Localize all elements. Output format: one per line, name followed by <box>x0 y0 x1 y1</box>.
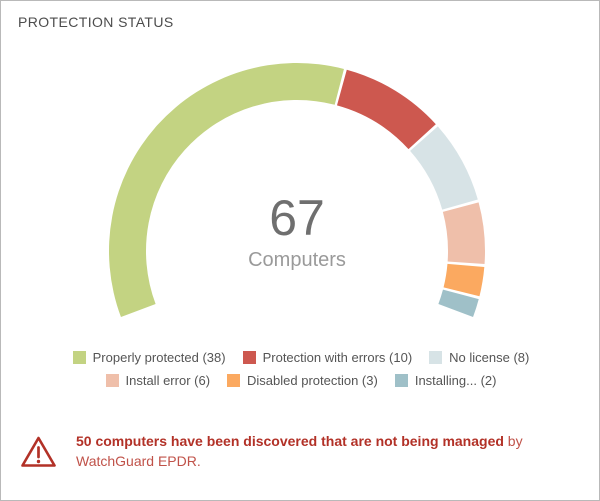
legend-swatch-disabled-protection <box>227 374 241 387</box>
warning-message[interactable]: 50 computers have been discovered that a… <box>76 432 588 471</box>
legend-item-install-error[interactable]: Install error (6) <box>105 373 211 388</box>
warning-message-bold: 50 computers have been discovered that a… <box>76 433 504 449</box>
warning-triangle-icon <box>21 436 56 467</box>
legend-swatch-properly-protected <box>72 351 86 364</box>
legend-label-install-error: Install error (6) <box>125 373 211 388</box>
legend-label-properly-protected: Properly protected (38) <box>92 350 226 365</box>
gauge-segment-no-license[interactable] <box>410 126 478 210</box>
legend-item-properly-protected[interactable]: Properly protected (38) <box>72 350 226 365</box>
gauge-segment-protection-with-errors[interactable] <box>337 69 436 150</box>
legend-item-protection-with-errors[interactable]: Protection with errors (10) <box>242 350 413 365</box>
gauge-segment-properly-protected[interactable] <box>108 63 344 317</box>
legend-item-installing[interactable]: Installing... (2) <box>394 373 497 388</box>
gauge-svg <box>108 63 486 317</box>
legend-swatch-installing <box>394 374 408 387</box>
gauge-segment-disabled-protection[interactable] <box>443 263 485 297</box>
warning-message-tail: by <box>507 433 523 449</box>
legend-label-installing: Installing... (2) <box>414 373 497 388</box>
warning-message-line2: WatchGuard EPDR. <box>76 452 201 469</box>
widget-title: PROTECTION STATUS <box>18 14 174 30</box>
legend-item-no-license[interactable]: No license (8) <box>429 350 529 365</box>
warning-exclamation-dot <box>36 459 41 464</box>
gauge-segment-installing[interactable] <box>438 289 479 317</box>
legend-swatch-install-error <box>105 374 119 387</box>
gauge-segment-install-error[interactable] <box>442 202 486 265</box>
legend-item-disabled-protection[interactable]: Disabled protection (3) <box>227 373 378 388</box>
legend-swatch-no-license <box>429 351 443 364</box>
legend-label-protection-with-errors: Protection with errors (10) <box>262 350 413 365</box>
legend-label-no-license: No license (8) <box>449 350 530 365</box>
legend-swatch-protection-with-errors <box>242 351 256 364</box>
gauge-chart: 67 Computers <box>1 43 599 373</box>
legend-row-2: Install error (6) Disabled protection (3)… <box>1 373 599 388</box>
legend-label-disabled-protection: Disabled protection (3) <box>247 373 378 388</box>
legend-row-1: Properly protected (38) Protection with e… <box>1 350 599 365</box>
warning-triangle-outline <box>21 436 56 467</box>
